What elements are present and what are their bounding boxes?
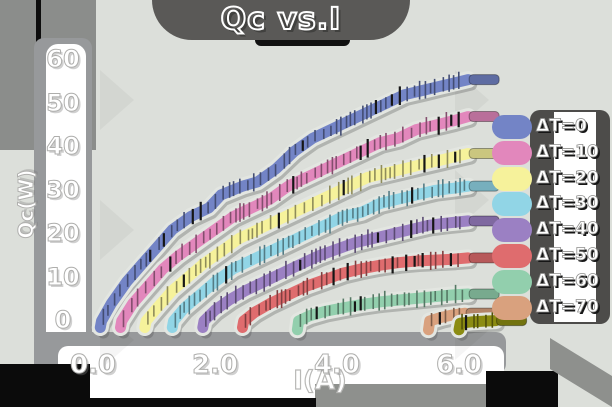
legend-swatch: [492, 269, 532, 294]
left-tick-strip: [46, 44, 86, 344]
y-tick-label: 10: [46, 262, 80, 291]
y-tick-label: 20: [46, 219, 80, 248]
chart-title: Qc vs.I: [220, 1, 342, 38]
series-ΔT=50: [234, 249, 500, 339]
legend-label: ΔT=10: [536, 141, 599, 162]
series-ΔT=60: [288, 284, 500, 341]
x-axis-label: I(A): [293, 365, 348, 396]
series-ΔT=40: [194, 212, 500, 339]
gray-wedge-bottom: [315, 384, 487, 407]
legend: ΔT=0 ΔT=10 ΔT=20 ΔT=30 ΔT=40 ΔT=50 ΔT=60 ΔT=70: [492, 110, 612, 326]
legend-swatch: [492, 140, 532, 165]
legend-swatch: [492, 244, 532, 268]
y-tick-label: 30: [46, 175, 80, 204]
legend-item: ΔT=50: [492, 243, 612, 269]
x-tick-label: 4.0: [313, 350, 361, 381]
series-ΔT=0: [91, 71, 500, 339]
legend-label: ΔT=20: [536, 167, 599, 188]
black-corner-bottomright: [486, 371, 558, 407]
legend-swatch: [492, 166, 532, 191]
legend-label: ΔT=70: [536, 296, 599, 317]
legend-item: ΔT=70: [492, 295, 612, 321]
legend-item: ΔT=20: [492, 166, 612, 192]
y-tick-label: 60: [46, 45, 80, 74]
legend-label: ΔT=50: [536, 245, 599, 266]
series-ΔT=30: [163, 177, 500, 339]
y-tick-label: 40: [46, 132, 80, 161]
legend-label: ΔT=60: [536, 270, 599, 291]
legend-item: ΔT=0: [492, 114, 612, 140]
legend-swatch: [492, 192, 532, 217]
series-ΔT=10: [112, 108, 500, 339]
legend-label: ΔT=30: [536, 193, 599, 214]
black-bottom-strip: [88, 398, 316, 407]
black-corner-bottomleft: [0, 364, 90, 407]
y-tick-label: 50: [46, 88, 80, 117]
legend-item: ΔT=60: [492, 269, 612, 295]
paper-chevron: [100, 200, 134, 260]
legend-item: ΔT=30: [492, 191, 612, 217]
legend-swatch: [492, 115, 532, 139]
x-tick-label: 0.0: [69, 350, 117, 381]
x-tick-label: 2.0: [191, 350, 239, 381]
legend-item: ΔT=40: [492, 217, 612, 243]
legend-swatch: [492, 218, 532, 243]
legend-swatch: [492, 295, 532, 320]
series-ΔT=20: [136, 145, 500, 339]
y-tick-label: 0: [54, 306, 72, 335]
legend-label: ΔT=40: [536, 219, 599, 240]
legend-label: ΔT=0: [536, 116, 588, 137]
legend-item: ΔT=10: [492, 140, 612, 166]
paper-chevron: [100, 70, 134, 130]
title-blob: [152, 0, 410, 40]
x-tick-label: 6.0: [435, 350, 483, 381]
legend-white-stripe: [554, 112, 596, 322]
y-axis-label: Qc(W): [14, 169, 39, 239]
